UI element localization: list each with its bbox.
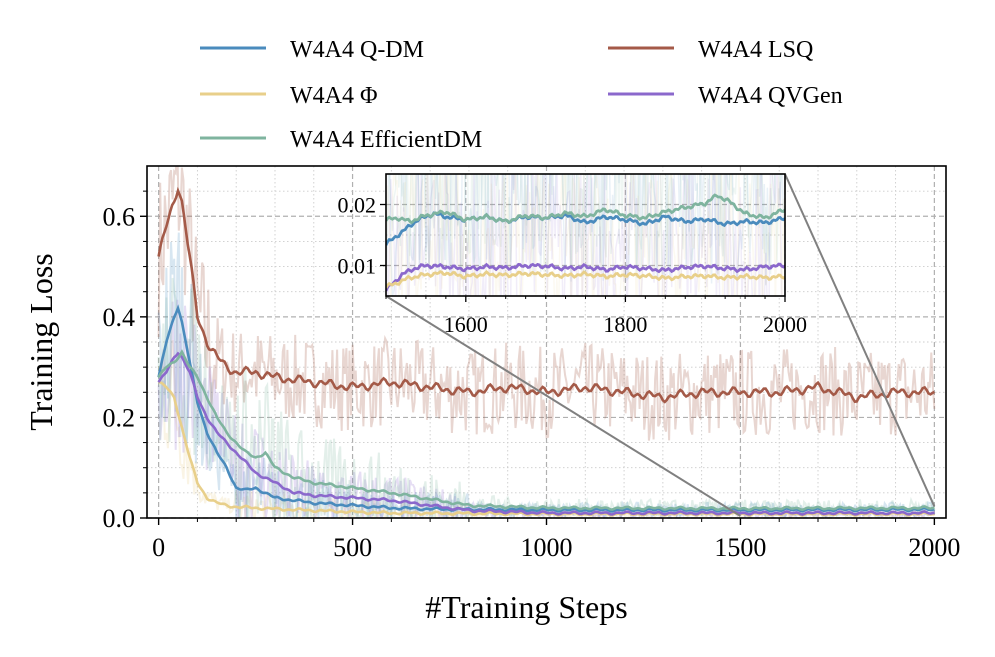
legend-entry-w4a4-: W4A4 Φ bbox=[200, 83, 378, 109]
x-tick-label: 0 bbox=[152, 533, 165, 562]
legend: W4A4 Q-DM W4A4 LSQ W4A4 Φ W4A4 QVGen W4A4 Ef… bbox=[200, 37, 843, 153]
main-plot: 0 500 1000 1500 2000 0.0 0.2 0.4 0.6 #Training St… bbox=[23, 165, 960, 625]
y-axis-label: Training Loss bbox=[23, 253, 59, 431]
zoom-connector-right bbox=[784, 173, 936, 507]
inset-line-w4a4- bbox=[386, 269, 785, 289]
series-line-w4a4-qvgen bbox=[157, 351, 935, 516]
inset-x-tick-label: 1800 bbox=[603, 312, 647, 337]
inset-line-w4a4-qvgen bbox=[386, 262, 785, 292]
zoom-connector-left bbox=[385, 295, 741, 517]
ticks: 0 500 1000 1500 2000 0.0 0.2 0.4 0.6 bbox=[103, 190, 960, 562]
inset-noise-w4a4-qvgen bbox=[386, 174, 783, 296]
inset-noise-w4a4-efficientdm bbox=[388, 174, 782, 279]
legend-entry-w4a4-efficientdm: W4A4 EfficientDM bbox=[200, 127, 482, 153]
inset-x-tick-label: 2000 bbox=[763, 312, 807, 337]
inset-noise-w4a4-q-dm bbox=[386, 174, 785, 296]
x-axis-label: #Training Steps bbox=[425, 589, 627, 625]
series-line-w4a4-lsq bbox=[157, 186, 936, 404]
inset-series-group bbox=[386, 174, 785, 296]
y-tick-label: 0.4 bbox=[103, 303, 136, 332]
x-tick-label: 500 bbox=[333, 533, 372, 562]
legend-label: W4A4 QVGen bbox=[698, 83, 843, 109]
legend-label: W4A4 LSQ bbox=[698, 37, 813, 63]
legend-entry-w4a4-qvgen: W4A4 QVGen bbox=[608, 83, 843, 109]
series-group bbox=[157, 166, 936, 518]
legend-label: W4A4 Q-DM bbox=[290, 37, 424, 63]
grid bbox=[147, 165, 946, 519]
legend-entry-w4a4-q-dm: W4A4 Q-DM bbox=[200, 37, 424, 63]
series-line-w4a4-efficientdm bbox=[157, 349, 935, 512]
inset-plot: 1600 1800 2000 0.01 0.02 bbox=[338, 173, 936, 517]
legend-entry-w4a4-lsq: W4A4 LSQ bbox=[608, 37, 813, 63]
legend-label: W4A4 Φ bbox=[290, 83, 378, 109]
inset-line-w4a4-q-dm bbox=[386, 211, 785, 246]
legend-label: W4A4 EfficientDM bbox=[290, 127, 482, 153]
x-tick-label: 1500 bbox=[714, 533, 766, 562]
noise-trace-w4a4-efficientdm bbox=[157, 277, 936, 518]
y-tick-label: 0.6 bbox=[103, 202, 136, 231]
inset-x-tick-label: 1600 bbox=[444, 312, 488, 337]
y-tick-label: 0.2 bbox=[103, 403, 136, 432]
inset-noise-w4a4- bbox=[386, 174, 785, 296]
noise-trace-w4a4-lsq bbox=[157, 166, 936, 441]
series-line-w4a4-q-dm bbox=[157, 304, 935, 513]
inset-line-w4a4-efficientdm bbox=[386, 193, 785, 225]
x-tick-label: 1000 bbox=[521, 533, 573, 562]
y-tick-label: 0.0 bbox=[103, 504, 136, 533]
x-tick-label: 2000 bbox=[908, 533, 960, 562]
inset-y-tick-label: 0.01 bbox=[338, 254, 377, 279]
inset-y-tick-label: 0.02 bbox=[338, 193, 377, 218]
